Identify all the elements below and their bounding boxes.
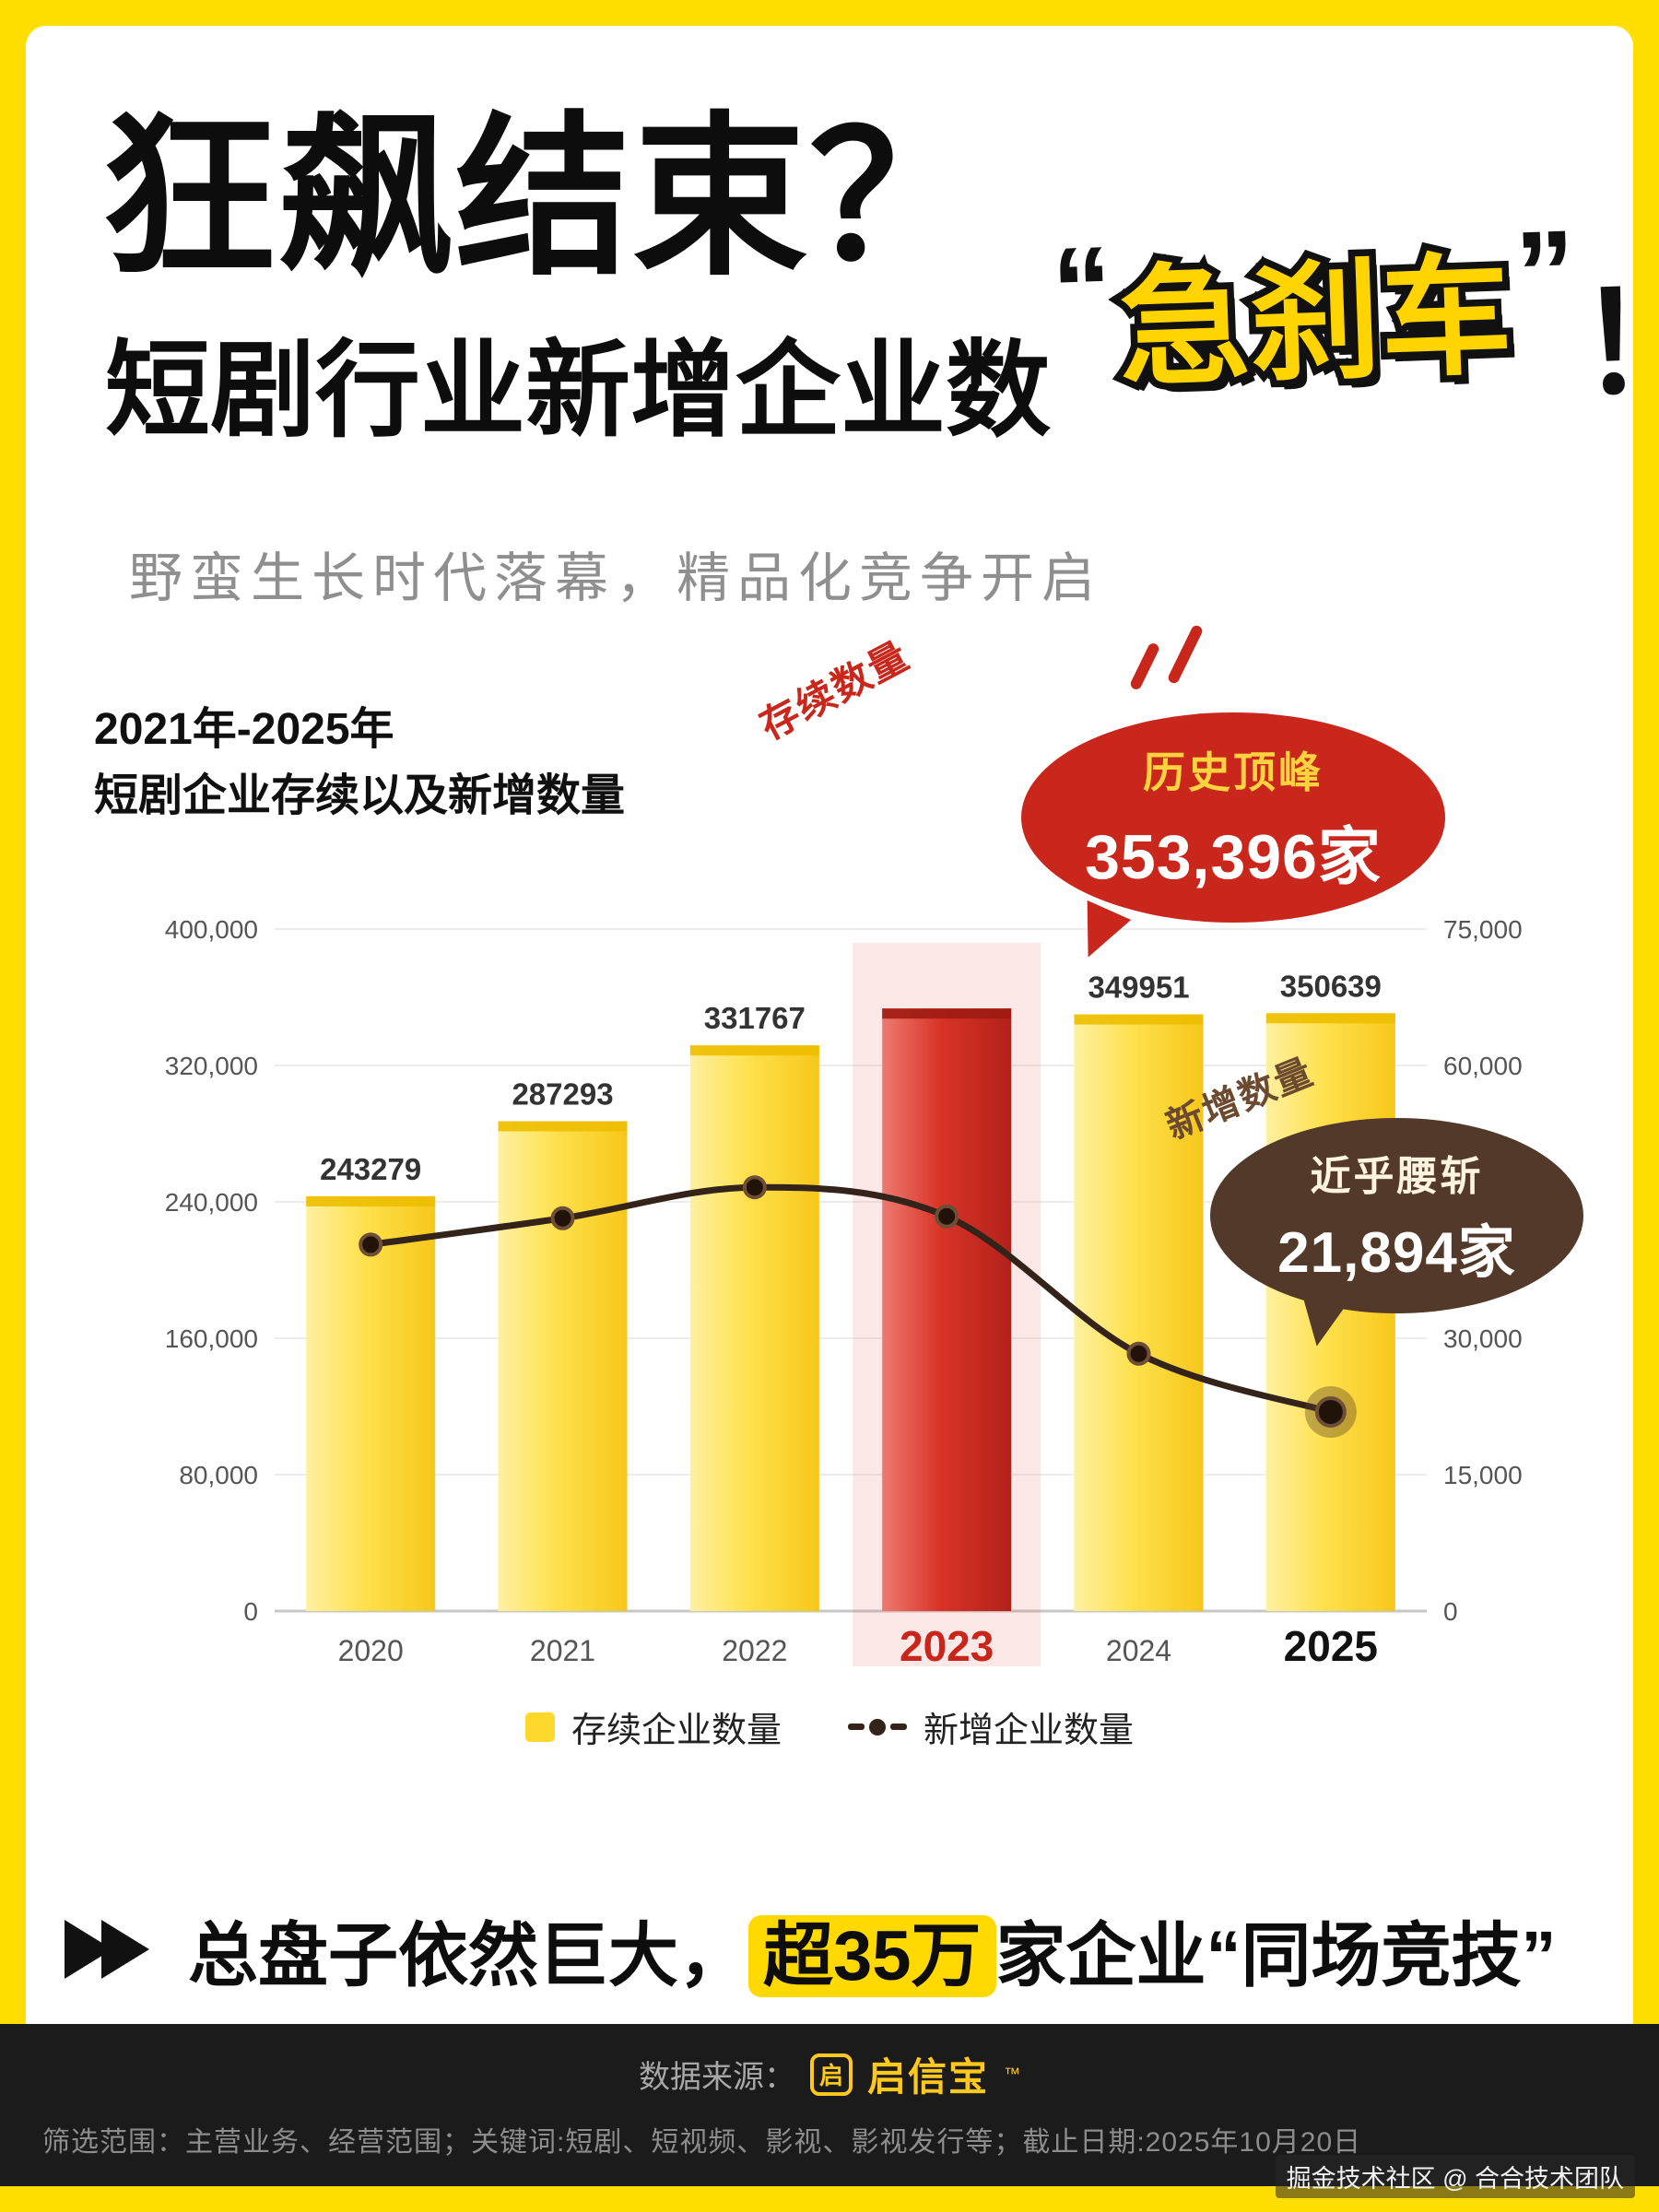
close-quote: ” xyxy=(1512,204,1578,341)
svg-text:331767: 331767 xyxy=(704,1001,806,1035)
legend-line-swatch-icon xyxy=(848,1718,907,1735)
chart-legend: 存续企业数量 新增企业数量 xyxy=(26,1701,1633,1752)
methodology-note: 筛选范围：主营业务、经营范围；关键词:短剧、短视频、影视、影视发行等；截止日期:… xyxy=(42,2127,1362,2158)
svg-text:80,000: 80,000 xyxy=(179,1461,258,1489)
svg-text:160,000: 160,000 xyxy=(165,1324,258,1353)
svg-text:2023: 2023 xyxy=(900,1622,994,1670)
bubble-tail xyxy=(1295,1297,1347,1350)
svg-text:75,000: 75,000 xyxy=(1443,915,1523,944)
poster-card: 狂飙结束？ 短剧行业新增企业数 “ 急刹车 急刹车 ” ！ 野蛮生长时代落幕，精品… xyxy=(26,26,1633,2186)
emphasis-stroke-icon xyxy=(1166,623,1205,686)
drop-bubble-value: 21,894家 xyxy=(1277,1221,1516,1285)
legend-bar-swatch-icon xyxy=(524,1712,555,1742)
svg-text:320,000: 320,000 xyxy=(165,1052,258,1080)
conclusion-text: 总盘子依然巨大， 超35万 家企业“同场竞技” xyxy=(188,1915,1557,1997)
data-source-row: 数据来源： 启 启信宝 ™ xyxy=(0,2046,1659,2102)
arrow-right-icon xyxy=(101,1920,149,1979)
peak-bubble-title: 历史顶峰 xyxy=(1143,747,1324,796)
svg-text:240,000: 240,000 xyxy=(165,1188,258,1217)
brake-text: 急刹车 急刹车 xyxy=(1110,236,1521,410)
svg-text:350639: 350639 xyxy=(1280,969,1382,1003)
svg-text:243279: 243279 xyxy=(320,1152,421,1186)
bar-line-chart: 0 80,000 160,000 240,000 320,000 400,000 0 15,0… xyxy=(165,915,1523,1670)
svg-text:0: 0 xyxy=(1443,1597,1458,1626)
drop-bubble: 近乎腰斩 21,894家 xyxy=(1210,1118,1583,1350)
peak-bubble: 历史顶峰 353,396家 xyxy=(1021,712,1445,968)
main-title-line2: 短剧行业新增企业数 xyxy=(105,333,1052,450)
svg-text:2021: 2021 xyxy=(530,1634,595,1667)
tagline: 野蛮生长时代落幕，精品化竞争开启 xyxy=(129,548,1103,608)
legend-line-label: 新增企业数量 xyxy=(924,1712,1135,1750)
brand-name: 启信宝 xyxy=(866,2055,989,2099)
source-label: 数据来源： xyxy=(638,2060,795,2095)
conclusion-banner: 总盘子依然巨大， 超35万 家企业“同场竞技” xyxy=(65,1899,1622,2000)
svg-text:60,000: 60,000 xyxy=(1443,1052,1523,1080)
svg-text:2025: 2025 xyxy=(1284,1622,1378,1670)
legend-item-bars: 存续企业数量 xyxy=(524,1701,782,1752)
svg-text:2024: 2024 xyxy=(1106,1634,1171,1667)
svg-text:287293: 287293 xyxy=(512,1077,613,1112)
legend-bar-label: 存续企业数量 xyxy=(571,1712,782,1750)
svg-text:2022: 2022 xyxy=(722,1634,787,1667)
peak-tag: 存续数量 xyxy=(752,633,917,748)
exclamation-mark: ！ xyxy=(1575,263,1633,423)
svg-text:349951: 349951 xyxy=(1088,971,1189,1005)
chart-title: 2021年-2025年 短剧企业存续以及新增数量 xyxy=(94,697,625,830)
chart-title-line2: 短剧企业存续以及新增数量 xyxy=(94,771,626,820)
trademark-symbol: ™ xyxy=(1004,2065,1020,2083)
qixinbao-logo-icon: 启 xyxy=(809,2053,853,2096)
svg-text:2020: 2020 xyxy=(338,1634,404,1667)
emphasis-stroke-icon xyxy=(1128,641,1161,691)
legend-item-line: 新增企业数量 xyxy=(848,1701,1134,1752)
drop-bubble-title: 近乎腰斩 xyxy=(1310,1154,1484,1199)
svg-text:15,000: 15,000 xyxy=(1443,1461,1523,1489)
open-quote: “ xyxy=(1049,220,1115,358)
conclusion-highlight: 超35万 xyxy=(748,1915,996,1997)
watermark: 掘金技术社区 @ 合合技术团队 xyxy=(1275,2155,1635,2198)
chart-title-line1: 2021年-2025年 xyxy=(94,705,394,754)
svg-text:0: 0 xyxy=(243,1597,258,1626)
brake-callout: “ 急刹车 急刹车 ” ！ xyxy=(1049,204,1633,433)
peak-bubble-value: 353,396家 xyxy=(1085,821,1382,892)
main-title: 狂飙结束？ xyxy=(101,100,987,296)
svg-text:400,000: 400,000 xyxy=(165,915,258,944)
svg-text:30,000: 30,000 xyxy=(1443,1324,1523,1353)
